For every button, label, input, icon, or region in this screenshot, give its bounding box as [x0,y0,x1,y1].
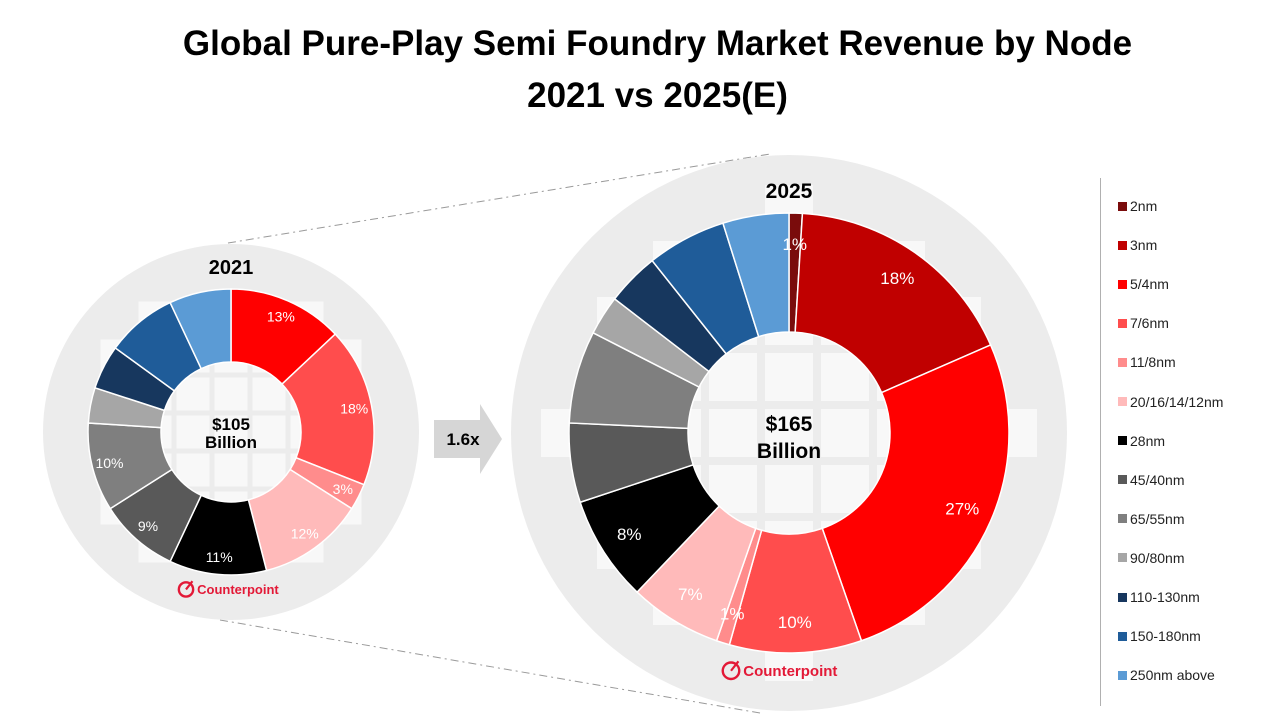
slice-data-label: 18% [340,400,368,416]
title-line-2: 2021 vs 2025(E) [527,76,788,115]
legend-label: 20/16/14/12nm [1130,393,1224,410]
slice-data-label: 27% [945,500,979,519]
wafer-die [821,409,869,457]
zoom-line [227,153,771,244]
slice-3nm [794,212,992,394]
slice-250nm-above [721,212,790,338]
slice-250nm-above [169,288,232,370]
legend-swatch [1118,201,1127,211]
donut-center-value: $105 [212,415,250,434]
title-line-1: Global Pure-Play Semi Foundry Market Rev… [182,24,1133,63]
wafer-die [709,409,757,457]
donut-2025: 1% 18% 27% 10% 1% 7% 8% 2025 $165 Billion Counterp… [511,155,1067,711]
slice-data-label: 11% [206,549,233,565]
legend-label: 2nm [1130,198,1158,214]
legend-swatch [1118,475,1127,485]
wafer-die [765,353,813,401]
wafer-die [252,453,286,487]
wafer-die [214,453,248,487]
legend-swatch [1118,670,1127,680]
legend-item: 150-180nm [1118,626,1201,646]
chart-title: Global Pure-Play Semi Foundry Market Rev… [0,18,1280,122]
legend-swatch [1118,318,1127,328]
legend-swatch [1118,240,1127,250]
legend-label: 65/55nm [1130,510,1185,527]
zoom-line [219,619,761,714]
wafer-die [214,415,248,449]
slice-data-label: 13% [267,309,295,325]
legend-label: 45/40nm [1130,471,1185,488]
slice-data-label: 10% [95,455,123,471]
legend-label: 28nm [1130,432,1166,449]
legend-item: 2nm [1118,196,1157,216]
legend-label: 3nm [1130,237,1158,254]
counterpoint-logo-text: Counterpoint [197,582,279,597]
legend-label: 90/80nm [1130,549,1185,566]
wafer-die [765,465,813,513]
legend-item: 65/55nm [1118,509,1184,529]
growth-arrow-shape [434,404,502,474]
slice-data-label: 1% [720,604,745,623]
legend-item: 90/80nm [1118,548,1184,568]
counterpoint-logo-icon [721,661,741,681]
legend-label: 110-130nm [1130,589,1200,605]
slice-data-label: 9% [138,518,158,534]
slice-5-4nm [821,343,1010,642]
wafer-die [176,415,210,449]
legend-swatch [1118,397,1127,406]
slice-data-label: 3% [333,481,353,497]
legend-swatch [1118,357,1127,367]
slice-data-label: 10% [778,613,812,632]
slice-data-label: 8% [617,525,642,544]
growth-arrow-label: 1.6x [446,430,480,449]
legend-swatch [1118,514,1127,524]
legend-label: 150-180nm [1130,628,1201,645]
slice-data-label: 18% [880,269,914,288]
counterpoint-logo-icon [177,581,195,598]
legend-item: 28nm [1118,431,1165,451]
legend-item: 45/40nm [1118,470,1184,490]
legend-swatch [1118,279,1127,289]
legend-item: 3nm [1118,235,1157,255]
growth-arrow: 1.6x [434,404,502,474]
wafer-die [214,377,248,411]
legend-swatch [1118,553,1127,563]
legend-label: 11/8nm [1130,354,1176,371]
donut-year-label: 2021 [209,257,254,279]
wafer-die [765,409,813,457]
counterpoint-logo: Counterpoint [177,580,279,598]
donut-center-value: $165 [766,413,813,436]
counterpoint-logo-tick [730,660,740,672]
legend-item: 110-130nm [1118,587,1200,607]
counterpoint-logo-text: Counterpoint [743,663,837,680]
legend-item: 5/4nm [1118,274,1169,294]
legend-item: 250nm above [1118,665,1215,685]
counterpoint-logo-tick [185,580,194,591]
legend-item: 7/6nm [1118,313,1169,333]
zoom-connector-lines [219,153,771,714]
wafer-die [176,453,210,487]
slice-data-label: 7% [678,585,703,604]
wafer-die [252,415,286,449]
legend-swatch [1118,631,1127,641]
slice-data-label: 12% [291,525,319,541]
legend-item: 11/8nm [1118,352,1176,372]
legend: 2nm 3nm 5/4nm 7/6nm 11/8nm 20/16/14/12nm 28nm 4… [1100,178,1279,706]
legend-label: 250nm above [1130,667,1215,684]
legend-label: 5/4nm [1130,276,1169,293]
legend-swatch [1118,592,1127,602]
donut-center-unit: Billion [205,433,257,452]
legend-label: 7/6nm [1130,315,1169,332]
legend-swatch [1118,436,1127,446]
donut-year-label: 2025 [766,180,813,203]
slice-7-6nm [280,333,375,486]
counterpoint-logo: Counterpoint [721,660,837,681]
legend-item: 20/16/14/12nm [1118,392,1223,412]
donut-center-unit: Billion [757,440,821,463]
slice-data-label: 1% [782,235,807,254]
